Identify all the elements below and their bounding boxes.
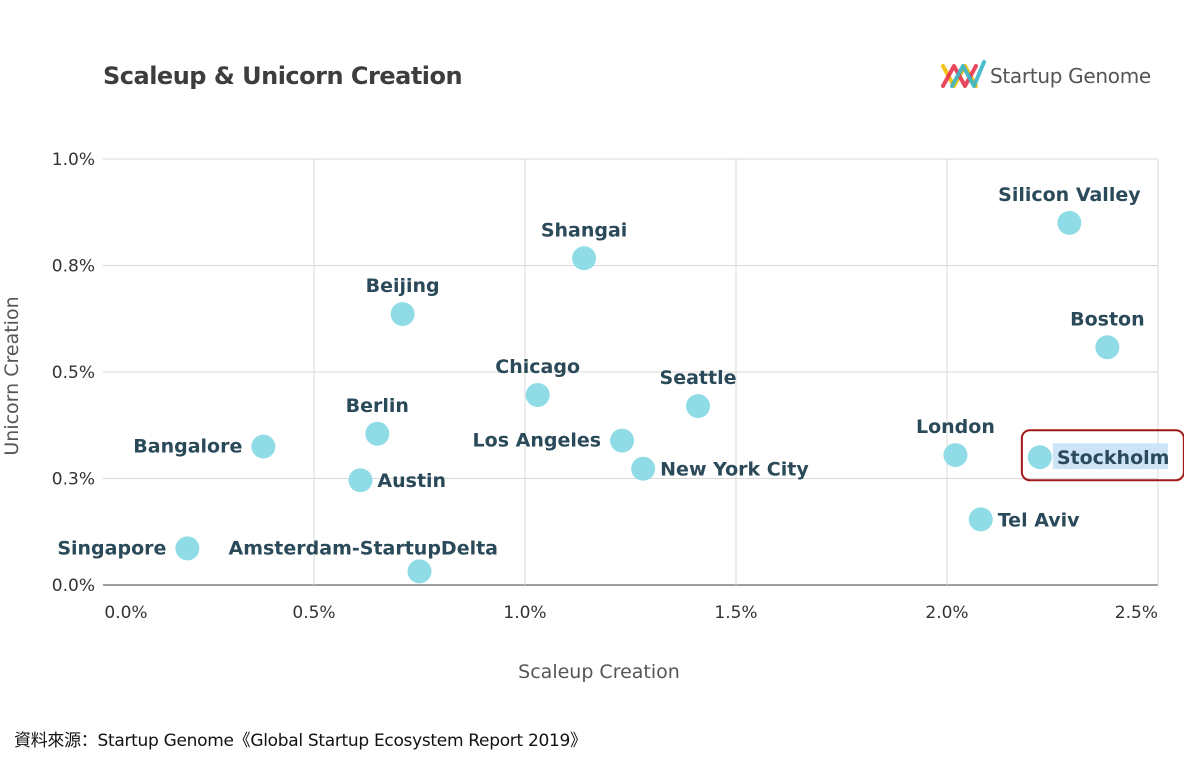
- point-austin: [348, 468, 373, 493]
- y-tick-label: 1.0%: [52, 150, 95, 170]
- point-los-angeles: [610, 428, 635, 453]
- highlight-selection: [1052, 443, 1168, 470]
- point-label-silicon-valley: Silicon Valley: [998, 184, 1141, 206]
- point-label-singapore: Singapore: [57, 537, 166, 559]
- point-label-shangai: Shangai: [541, 219, 628, 241]
- x-tick-label: 1.0%: [503, 603, 546, 623]
- point-label-seattle: Seattle: [660, 367, 737, 389]
- scatter-chart: 0.0% 0.3% 0.5% 0.8% 1.0% 0.0% 0.5% 1.0% 1.5% 2.0%…: [1, 150, 1184, 683]
- point-boston: [1095, 335, 1120, 360]
- point-label-austin: Austin: [377, 470, 446, 492]
- point-label-bangalore: Bangalore: [133, 436, 242, 458]
- y-axis-title: Unicorn Creation: [1, 296, 23, 455]
- chart-title: Scaleup & Unicorn Creation: [103, 62, 463, 90]
- x-tick-label: 1.5%: [714, 603, 757, 623]
- point-beijing: [390, 302, 415, 327]
- point-label-los-angeles: Los Angeles: [473, 430, 602, 452]
- point-berlin: [365, 421, 390, 446]
- point-label-amsterdam-startupdelta: Amsterdam-StartupDelta: [229, 537, 499, 559]
- point-silicon-valley: [1057, 210, 1082, 235]
- point-tel-aviv: [968, 507, 993, 532]
- y-tick-label: 0.5%: [52, 363, 95, 383]
- x-tick-label: 0.0%: [104, 603, 147, 623]
- point-london: [943, 443, 968, 468]
- x-tick-label: 0.5%: [292, 603, 335, 623]
- x-axis-title: Scaleup Creation: [518, 661, 680, 683]
- x-tick-label: 2.5%: [1115, 603, 1158, 623]
- point-stockholm: [1027, 445, 1052, 470]
- y-tick-label: 0.8%: [52, 257, 95, 277]
- startup-genome-logo-icon: [941, 60, 986, 88]
- point-label-stockholm: Stockholm: [1057, 447, 1170, 469]
- point-label-boston: Boston: [1070, 308, 1145, 330]
- point-singapore: [175, 536, 200, 561]
- y-tick-label: 0.3%: [52, 470, 95, 490]
- point-label-tel-aviv: Tel Aviv: [998, 509, 1080, 531]
- point-amsterdam-startupdelta: [407, 559, 432, 584]
- point-bangalore: [251, 434, 276, 459]
- point-chicago: [525, 383, 550, 408]
- brand-name: Startup Genome: [990, 64, 1151, 88]
- point-label-chicago: Chicago: [495, 356, 580, 378]
- point-label-london: London: [916, 416, 995, 438]
- source-note: 資料來源：Startup Genome《Global Startup Ecosy…: [14, 731, 587, 751]
- brand-logo: Startup Genome: [940, 56, 1151, 96]
- point-label-berlin: Berlin: [346, 395, 409, 417]
- y-tick-label: 0.0%: [52, 576, 95, 596]
- x-tick-label: 2.0%: [925, 603, 968, 623]
- point-label-beijing: Beijing: [366, 275, 440, 297]
- point-shangai: [572, 246, 597, 271]
- point-label-new-york-city: New York City: [660, 459, 809, 481]
- point-new-york-city: [631, 456, 656, 481]
- point-seattle: [686, 394, 711, 419]
